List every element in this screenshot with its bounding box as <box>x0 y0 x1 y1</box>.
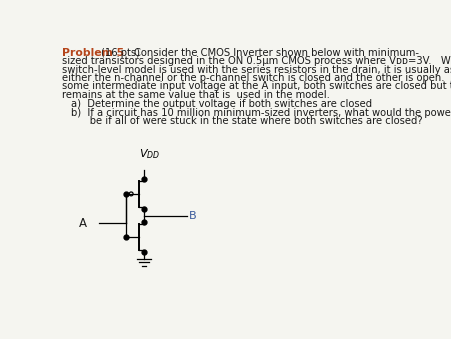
Text: either the n-channel or the p-channel switch is closed and the other is open.  A: either the n-channel or the p-channel sw… <box>62 73 451 83</box>
Text: Consider the CMOS Inverter shown below with minimum-: Consider the CMOS Inverter shown below w… <box>134 47 419 58</box>
Text: switch-level model is used with the series resistors in the drain, it is usually: switch-level model is used with the seri… <box>62 64 451 75</box>
Text: be if all of were stuck in the state where both switches are closed?: be if all of were stuck in the state whe… <box>71 116 423 126</box>
Text: B: B <box>189 211 197 221</box>
Text: remains at the same value that is  used in the model.: remains at the same value that is used i… <box>62 90 330 100</box>
Text: b)  If a circuit has 10 million minimum-sized inverters, what would the power di: b) If a circuit has 10 million minimum-s… <box>71 108 451 118</box>
Text: Problem 5: Problem 5 <box>62 47 124 58</box>
Text: some intermediate input voltage at the A input, both switches are closed but the: some intermediate input voltage at the A… <box>62 81 451 92</box>
Text: $V_{DD}$: $V_{DD}$ <box>139 147 161 161</box>
Text: A: A <box>78 217 87 230</box>
Text: (16 pts): (16 pts) <box>101 47 139 58</box>
Text: a)  Determine the output voltage if both switches are closed: a) Determine the output voltage if both … <box>71 99 372 109</box>
Text: sized transistors designed in the ON 0.5μm CMOS process where Vᴅᴅ=3V.   When the: sized transistors designed in the ON 0.5… <box>62 56 451 66</box>
